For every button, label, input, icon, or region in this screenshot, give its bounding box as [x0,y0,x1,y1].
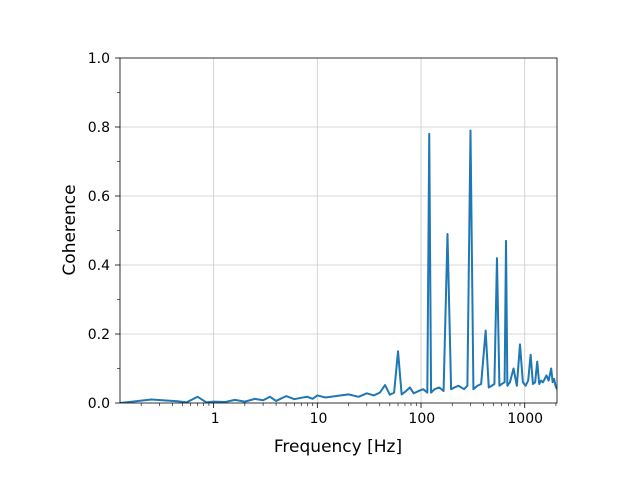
x-axis-label: Frequency [Hz] [274,437,402,457]
series-line [120,129,557,403]
axis-ticks [115,57,557,408]
y-tick-label-0-4: 0.4 [88,258,110,274]
y-tick-label-0-8: 0.8 [88,120,110,136]
y-axis-label: Coherence [60,184,80,275]
y-tick-label-0-6: 0.6 [88,189,110,205]
y-tick-label-1-0: 1.0 [88,51,110,67]
x-tick-label-1: 1 [211,411,220,427]
x-tick-label-10: 10 [310,411,328,427]
x-tick-label-100: 100 [408,411,435,427]
y-tick-label-0-2: 0.2 [88,327,110,343]
x-tick-label-1000: 1000 [507,411,543,427]
grid-lines [120,58,557,403]
y-tick-label-0-0: 0.0 [88,396,110,412]
